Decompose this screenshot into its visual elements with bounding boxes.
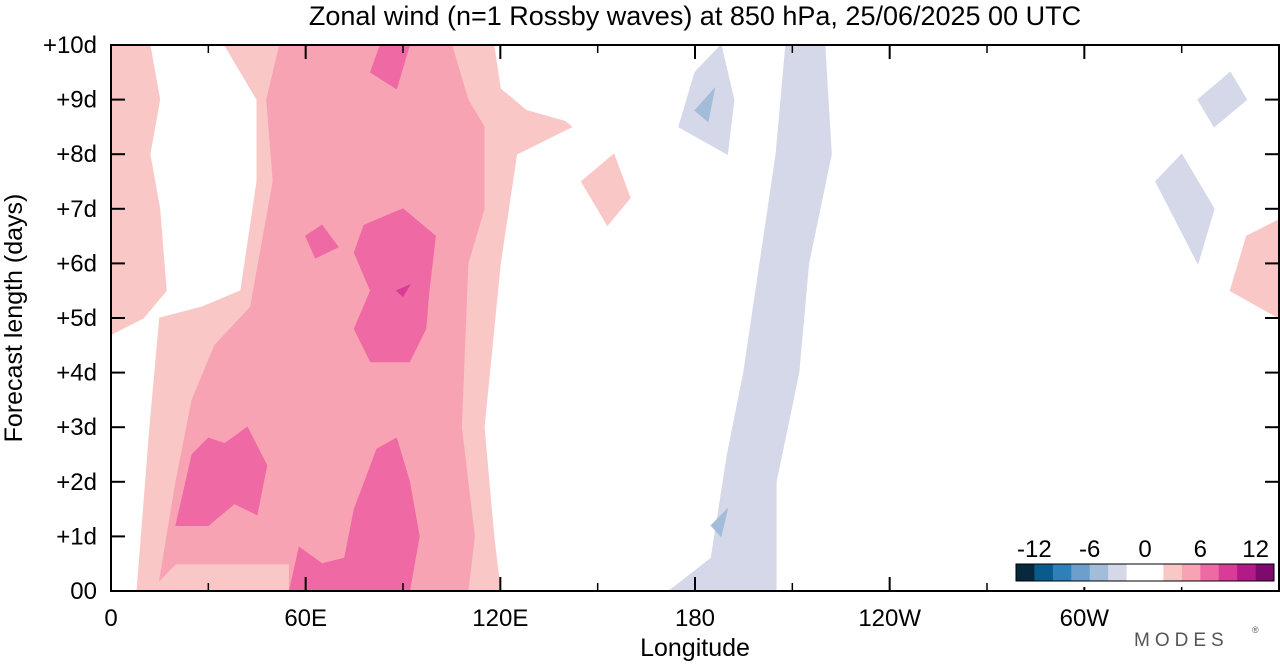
y-tick-label-5: +5d xyxy=(56,305,97,332)
y-tick-label-9: +9d xyxy=(56,87,97,114)
x-tick-label-0: 0 xyxy=(104,605,117,632)
colorbar-swatch-1 xyxy=(1034,564,1054,581)
contour-region-2-1 xyxy=(288,437,420,591)
contour-region-6-0 xyxy=(710,507,729,538)
contour-region-5-3 xyxy=(1197,71,1248,128)
y-tick-label-4: +4d xyxy=(56,360,97,387)
colorbar-swatch-10 xyxy=(1200,564,1220,581)
colorbar-label-0: -12 xyxy=(1017,536,1052,563)
x-axis-label: Longitude xyxy=(640,634,750,662)
colorbar-swatch-9 xyxy=(1181,564,1201,581)
colorbar-swatch-5 xyxy=(1108,564,1127,581)
colorbar-swatch-3 xyxy=(1071,564,1091,581)
y-tick-label-3: +3d xyxy=(56,414,97,441)
colorbar-label-3: 6 xyxy=(1194,536,1207,563)
y-axis-label: Forecast length (days) xyxy=(0,194,28,443)
chart-title: Zonal wind (n=1 Rossby waves) at 850 hPa… xyxy=(309,1,1081,31)
x-tick-label-2: 120E xyxy=(472,605,528,632)
x-tick-label-1: 60E xyxy=(284,605,327,632)
contour-region-3-0 xyxy=(395,284,411,297)
y-tick-label-7: +7d xyxy=(56,196,97,223)
colorbar-frame xyxy=(1015,563,1275,582)
contour-region-2-4 xyxy=(369,45,411,90)
modes-logo-text: MODES xyxy=(1134,630,1229,651)
contour-region-5-2 xyxy=(1155,153,1215,265)
y-tick-label-8: +8d xyxy=(56,141,97,168)
x-axis: 0 60E 120E 180 120W 60W xyxy=(104,45,1183,632)
colorbar-label-1: -6 xyxy=(1079,536,1100,563)
contour-region-5-0 xyxy=(668,45,832,591)
y-tick-label-2: +2d xyxy=(56,469,97,496)
contour-region-2-2 xyxy=(353,208,436,363)
colorbar-label-2: 0 xyxy=(1138,536,1151,563)
x-tick-label-3: 180 xyxy=(675,605,715,632)
contour-region-6-1 xyxy=(694,87,716,123)
colorbar-swatch-8 xyxy=(1163,564,1183,581)
x-tick-label-4: 120W xyxy=(858,605,921,632)
y-tick-label-1: +1d xyxy=(56,523,97,550)
y-tick-label-0: 00 xyxy=(70,578,97,605)
contour-regions xyxy=(111,45,1279,591)
colorbar-swatch-6 xyxy=(1126,564,1146,581)
contour-region-2-3 xyxy=(305,224,339,259)
y-tick-label-10: +10d xyxy=(43,32,97,59)
colorbar-swatch-4 xyxy=(1089,564,1109,581)
colorbar-swatch-2 xyxy=(1052,564,1072,581)
contour-region-0-1 xyxy=(111,45,167,335)
colorbar: -12 -6 0 6 12 xyxy=(1012,526,1278,587)
x-tick-label-5: 60W xyxy=(1060,605,1110,632)
y-tick-label-6: +6d xyxy=(56,250,97,277)
contour-region-0-2 xyxy=(580,153,631,227)
contour-region-0-3 xyxy=(1229,219,1279,319)
colorbar-swatch-13 xyxy=(1255,564,1275,581)
y-axis: 00 +1d +2d +3d +4d +5d +6d +7d +8d +9d +10d xyxy=(43,32,1279,605)
colorbar-label-4: 12 xyxy=(1242,536,1269,563)
colorbar-swatch-12 xyxy=(1237,564,1256,581)
colorbar-swatch-11 xyxy=(1218,564,1238,581)
contour-region-2-0 xyxy=(175,426,268,526)
colorbar-swatch-0 xyxy=(1016,564,1035,581)
colorbar-swatch-7 xyxy=(1145,564,1164,581)
registered-mark: ® xyxy=(1252,625,1259,635)
